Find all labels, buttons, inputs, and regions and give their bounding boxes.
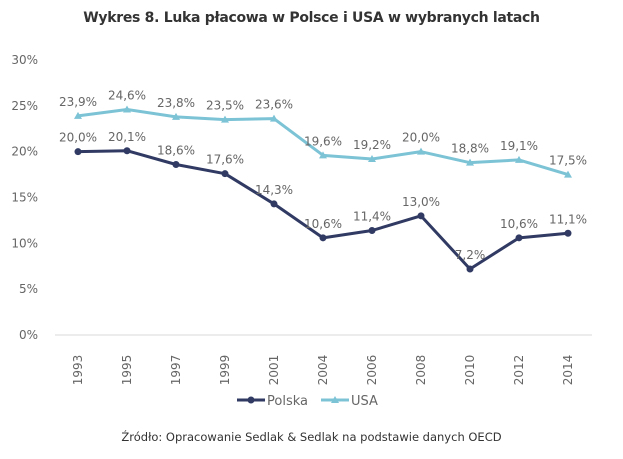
data-label: 10,6% xyxy=(304,217,342,231)
data-point xyxy=(515,234,523,242)
data-point xyxy=(515,155,523,163)
data-label: 19,1% xyxy=(500,139,538,153)
data-label: 19,2% xyxy=(353,138,391,152)
data-label: 18,6% xyxy=(157,144,195,158)
series-line-polska xyxy=(77,149,569,271)
y-tick-label: 0% xyxy=(19,328,38,342)
data-point xyxy=(319,151,327,159)
y-tick-label: 15% xyxy=(11,191,38,205)
data-point xyxy=(466,265,474,273)
x-tick-label: 1993 xyxy=(71,355,85,386)
data-point xyxy=(123,147,131,155)
x-tick-label: 2012 xyxy=(512,355,526,386)
data-label: 11,1% xyxy=(549,212,587,226)
chart-title: Wykres 8. Luka płacowa w Polsce i USA w … xyxy=(83,10,540,26)
data-point xyxy=(74,111,82,119)
legend-label: Polska xyxy=(267,394,308,409)
data-point xyxy=(172,112,180,120)
data-point xyxy=(270,114,278,122)
data-label: 14,3% xyxy=(255,183,293,197)
source-note: Źródło: Opracowanie Sedlak & Sedlak na p… xyxy=(121,430,502,444)
x-tick-label: 1995 xyxy=(120,355,134,386)
x-tick-label: 2001 xyxy=(267,355,281,386)
data-label: 23,8% xyxy=(157,96,195,110)
data-label: 13,0% xyxy=(402,195,440,209)
x-tick-label: 1999 xyxy=(218,355,232,386)
data-point xyxy=(74,148,82,156)
data-point xyxy=(368,227,376,234)
data-point xyxy=(221,115,229,123)
data-point xyxy=(172,161,180,168)
data-label: 11,4% xyxy=(353,210,391,224)
data-label: 20,0% xyxy=(402,131,440,145)
x-tick-label: 2010 xyxy=(463,355,477,386)
data-point xyxy=(417,147,425,155)
data-point xyxy=(564,170,572,178)
data-point xyxy=(564,229,572,237)
data-label: 10,6% xyxy=(500,217,538,231)
data-label: 7,2% xyxy=(455,248,486,262)
y-tick-label: 30% xyxy=(11,53,38,67)
data-label: 20,0% xyxy=(59,131,97,145)
data-label: 23,6% xyxy=(255,98,293,112)
data-point xyxy=(319,234,327,242)
y-tick-label: 10% xyxy=(11,236,38,250)
data-label: 19,6% xyxy=(304,134,342,148)
data-label: 17,6% xyxy=(206,153,244,167)
y-tick-label: 5% xyxy=(19,282,38,296)
data-label: 18,8% xyxy=(451,142,489,156)
x-tick-label: 2006 xyxy=(365,355,379,386)
x-tick-label: 1997 xyxy=(169,355,183,386)
x-tick-label: 2004 xyxy=(316,355,330,386)
data-label: 24,6% xyxy=(108,89,146,103)
data-label: 23,9% xyxy=(59,95,97,109)
data-point xyxy=(368,155,376,162)
data-label: 20,1% xyxy=(108,130,146,144)
data-point xyxy=(221,170,229,178)
x-tick-label: 2008 xyxy=(414,355,428,386)
legend-label: USA xyxy=(351,394,378,409)
data-label: 23,5% xyxy=(206,99,244,113)
data-point xyxy=(466,158,474,166)
data-label: 17,5% xyxy=(549,154,587,168)
data-point xyxy=(123,105,131,113)
legend-marker xyxy=(247,396,255,404)
data-point xyxy=(417,212,425,220)
data-point xyxy=(270,200,278,208)
y-tick-label: 25% xyxy=(11,99,38,113)
y-tick-label: 20% xyxy=(11,145,38,159)
legend-marker xyxy=(331,396,339,403)
x-tick-label: 2014 xyxy=(561,355,575,386)
